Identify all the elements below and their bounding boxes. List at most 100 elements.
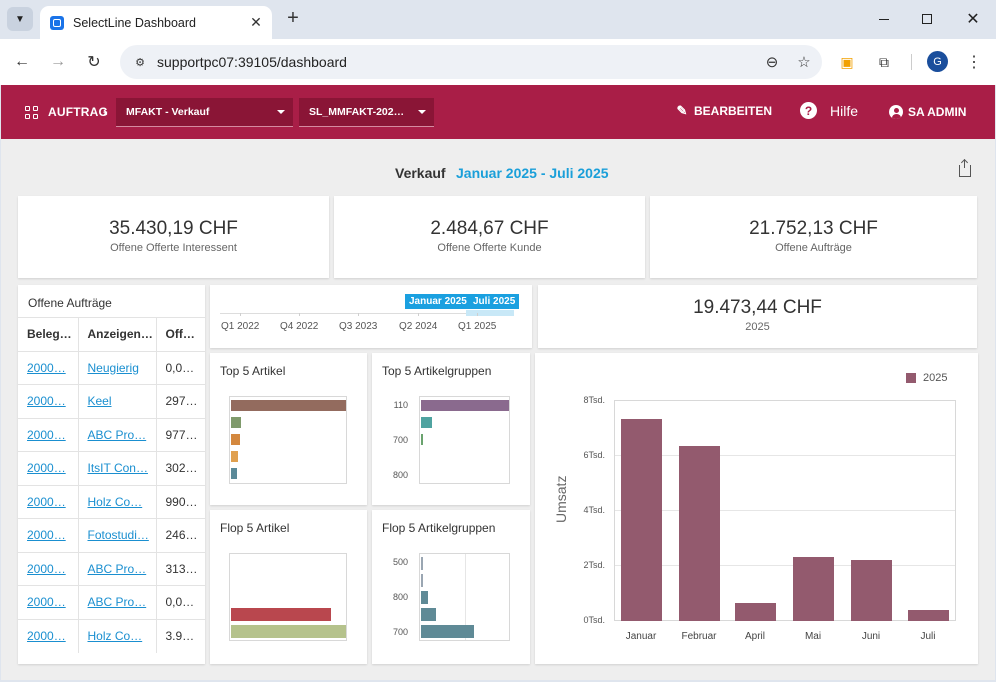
chart-bar[interactable] [421, 591, 428, 604]
chart-bar[interactable] [231, 625, 346, 638]
back-button[interactable]: ← [14, 53, 30, 70]
range-end-badge[interactable]: Juli 2025 [469, 294, 520, 309]
browser-toolbar: ← → ↻ ⚙ supportpc07:39105/dashboard ⊖ ☆ … [0, 39, 996, 85]
help-button[interactable]: ? Hilfe [800, 102, 858, 119]
chart-bar[interactable] [231, 451, 238, 462]
chart-bar[interactable] [231, 468, 237, 479]
axis-label: 110 [393, 400, 408, 410]
url-text[interactable]: supportpc07:39105/dashboard [157, 54, 347, 70]
legend-label[interactable]: 2025 [923, 372, 948, 384]
site-info-icon[interactable]: ⚙ [135, 56, 145, 69]
beleg-link[interactable]: 2000… [27, 494, 66, 509]
database-select[interactable]: SL_MMFAKT-202… [299, 98, 434, 127]
zoom-icon[interactable]: ⊖ [765, 54, 779, 71]
user-menu-button[interactable]: SA ADMIN [889, 105, 966, 119]
chart-bar[interactable] [421, 417, 432, 428]
kpi-card-offerte-interessent[interactable]: 35.430,19 CHF Offene Offerte Interessent [18, 196, 329, 278]
customer-link[interactable]: Keel [87, 394, 112, 409]
new-tab-button[interactable]: + [287, 7, 299, 29]
beleg-link[interactable]: 2000… [27, 561, 66, 576]
flop5-gruppen-plot [419, 553, 510, 641]
revenue-bar-juni[interactable] [851, 560, 892, 621]
beleg-link[interactable]: 2000… [27, 528, 66, 543]
flop5-artikel-title: Flop 5 Artikel [220, 521, 290, 535]
close-tab-icon[interactable]: ✕ [250, 14, 262, 30]
dashboard-grid-icon[interactable] [25, 106, 38, 119]
y-tick-label: 8Tsd. [583, 395, 605, 405]
customer-link[interactable]: Fotostudi… [87, 528, 149, 543]
revenue-bar-mai[interactable] [793, 557, 834, 621]
orders-table-card: Offene Aufträge Beleg… Anzeigen… Off… 20… [18, 285, 205, 664]
legend-swatch[interactable] [906, 373, 916, 383]
dashboard-title: Verkauf [395, 165, 446, 181]
column-header[interactable]: Beleg… [18, 317, 78, 351]
customer-link[interactable]: ABC Pro… [87, 427, 147, 442]
range-navigator[interactable]: Januar 2025 Juli 2025 Q1 2022 Q4 2022 Q3… [210, 285, 532, 348]
range-start-badge[interactable]: Januar 2025 [405, 294, 471, 309]
customer-link[interactable]: ABC Pro… [87, 595, 147, 610]
chart-bar[interactable] [421, 400, 509, 411]
chart-bar[interactable] [231, 417, 241, 428]
chart-bar[interactable] [421, 434, 423, 445]
flop5-gruppen-card: Flop 5 Artikelgruppen 500 800 700 [372, 510, 530, 664]
revenue-bar-april[interactable] [735, 603, 776, 621]
customer-link[interactable]: Neugierig [87, 360, 139, 375]
address-bar[interactable]: ⚙ supportpc07:39105/dashboard ⊖ ☆ [120, 45, 822, 79]
dashboard-range[interactable]: Januar 2025 - Juli 2025 [456, 165, 609, 181]
amount-cell: 990… [155, 484, 205, 519]
revenue-bar-juli[interactable] [908, 610, 949, 621]
revenue-bar-januar[interactable] [621, 419, 662, 621]
minimize-button[interactable] [873, 8, 895, 30]
kpi-card-offene-auftraege[interactable]: 21.752,13 CHF Offene Aufträge [650, 196, 977, 278]
beleg-link[interactable]: 2000… [27, 394, 66, 409]
maximize-button[interactable] [916, 8, 938, 30]
chart-bar[interactable] [231, 608, 331, 621]
chart-bar[interactable] [231, 400, 346, 411]
column-header[interactable]: Anzeigen… [77, 317, 156, 351]
axis-label: 700 [392, 435, 408, 445]
amount-cell: 313… [155, 551, 205, 586]
chart-bar[interactable] [421, 557, 423, 570]
kpi-label: Offene Aufträge [775, 242, 852, 254]
range-selection[interactable] [466, 310, 514, 316]
close-window-button[interactable]: ✕ [966, 11, 980, 28]
module-label[interactable]: AUFTRAG [48, 105, 109, 119]
profile-avatar[interactable]: G [927, 51, 948, 72]
share-icon[interactable] [959, 160, 971, 177]
column-header[interactable]: Off… [155, 317, 205, 351]
customer-link[interactable]: ItsIT Con… [87, 461, 148, 476]
app-header: AUFTRAG › MFAKT - Verkauf SL_MMFAKT-202…… [1, 85, 995, 139]
tab-title: SelectLine Dashboard [73, 15, 196, 30]
chart-bar[interactable] [421, 608, 436, 621]
more-menu-icon[interactable]: ⋮ [966, 54, 982, 71]
bookmark-star-icon[interactable]: ☆ [797, 54, 811, 71]
beleg-link[interactable]: 2000… [27, 360, 66, 375]
beleg-link[interactable]: 2000… [27, 595, 66, 610]
axis-label: 800 [392, 592, 408, 602]
customer-link[interactable]: Holz Co… [87, 629, 143, 643]
x-tick-label: April [744, 631, 765, 642]
tab-search-button[interactable]: ▼ [7, 7, 33, 31]
browser-tab[interactable]: SelectLine Dashboard ✕ [40, 6, 272, 39]
chart-bar[interactable] [421, 574, 423, 587]
beleg-link[interactable]: 2000… [27, 461, 66, 476]
beleg-link[interactable]: 2000… [27, 427, 66, 442]
kpi-card-year[interactable]: 19.473,44 CHF 2025 [538, 285, 977, 348]
extension-icon[interactable]: ▣ [840, 53, 854, 70]
extensions-puzzle-icon[interactable]: ⧉ [879, 53, 889, 70]
mandant-select[interactable]: MFAKT - Verkauf [116, 98, 293, 127]
reload-button[interactable]: ↻ [87, 54, 101, 71]
chart-bar[interactable] [421, 625, 474, 638]
amount-cell: 246… [155, 518, 205, 552]
forward-button[interactable]: → [50, 53, 66, 70]
range-label: Q1 2025 [458, 321, 497, 332]
customer-link[interactable]: Holz Co… [87, 494, 143, 509]
revenue-bar-februar[interactable] [679, 446, 720, 621]
customer-link[interactable]: ABC Pro… [87, 561, 147, 576]
chart-bar[interactable] [231, 434, 240, 445]
beleg-link[interactable]: 2000… [27, 629, 66, 643]
table-row: 2000… Neugierig 0,0… [18, 350, 205, 385]
kpi-card-offerte-kunde[interactable]: 2.484,67 CHF Offene Offerte Kunde [334, 196, 645, 278]
revenue-plot-area [614, 400, 956, 621]
edit-button[interactable]: ✎ BEARBEITEN [675, 103, 772, 118]
